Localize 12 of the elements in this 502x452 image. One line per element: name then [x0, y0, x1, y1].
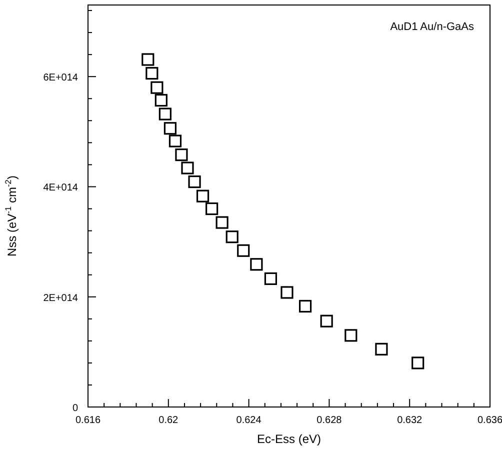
y-tick-label: 0 [72, 403, 78, 414]
x-tick-label: 0.624 [236, 415, 262, 426]
x-axis-title: Ec-Ess (eV) [256, 432, 322, 446]
x-tick-label: 0.632 [397, 415, 423, 426]
x-tick-label: 0.628 [316, 415, 342, 426]
y-tick-label: 6E+014 [43, 72, 78, 84]
x-tick-label: 0.616 [75, 415, 101, 426]
x-tick-label: 0.62 [158, 415, 179, 426]
annotation: AuD1 Au/n-GaAs [390, 21, 474, 33]
y-tick-label: 2E+014 [43, 292, 78, 304]
y-tick-label: 4E+014 [43, 182, 78, 194]
x-tick-label: 0.636 [477, 415, 502, 426]
